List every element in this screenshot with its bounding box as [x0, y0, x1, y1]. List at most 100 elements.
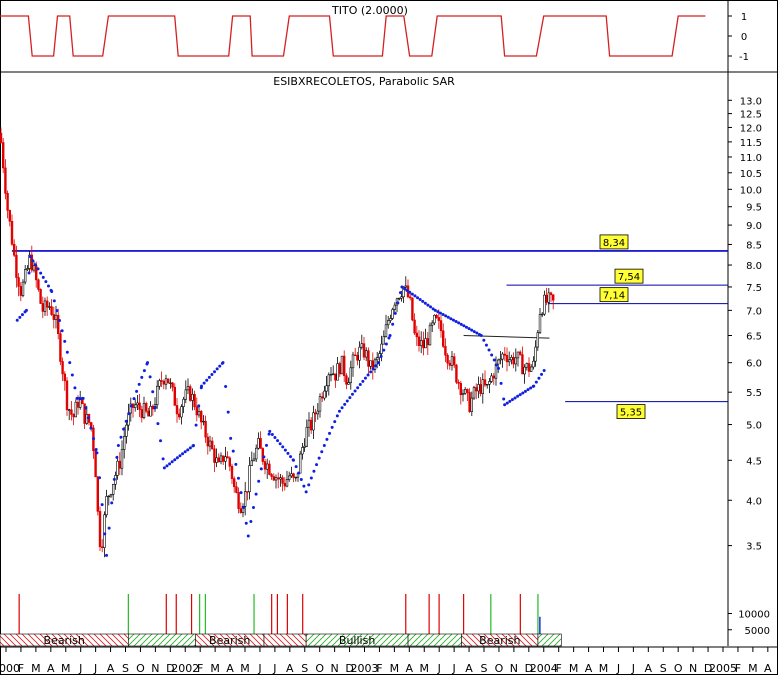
sar-dot	[441, 312, 445, 316]
candle-body	[30, 254, 33, 271]
x-tick-label: A	[764, 662, 772, 675]
candle-body	[0, 132, 3, 143]
candle-body	[411, 297, 414, 321]
candle-body	[386, 320, 390, 326]
candle-body	[105, 496, 108, 516]
candle-body	[450, 356, 454, 366]
sar-dot	[391, 322, 395, 326]
candle-body	[382, 336, 385, 345]
candle-body	[430, 322, 434, 326]
candle-body	[206, 436, 209, 447]
candle-body	[318, 396, 322, 412]
sar-dot	[495, 363, 499, 367]
candle-body	[397, 297, 401, 300]
candle-body	[400, 296, 403, 299]
price-tick-label: 8.0	[746, 261, 762, 272]
candle-body	[540, 313, 544, 316]
candle-body	[213, 448, 216, 463]
sar-dot	[302, 484, 306, 488]
price-tick-label: 10.0	[740, 185, 762, 196]
candle-body	[167, 378, 170, 384]
tito-title: TITO (2.0000)	[331, 4, 408, 17]
trend-band-label: Bullish	[339, 634, 375, 647]
candle-body	[437, 317, 440, 321]
sar-dot	[410, 292, 414, 296]
trend-band	[128, 633, 196, 647]
sar-dot	[103, 532, 107, 536]
level-label-box	[614, 268, 644, 284]
sar-dot	[63, 339, 67, 343]
candle-body	[527, 363, 531, 372]
candle-body	[441, 330, 445, 347]
candle-body	[485, 383, 489, 386]
sar-dot	[363, 376, 367, 380]
sar-dot	[129, 404, 133, 408]
price-tick-label: 8.5	[746, 240, 762, 251]
candle-body	[195, 406, 198, 416]
x-tick-label: J	[452, 662, 456, 675]
sar-dot	[202, 381, 206, 385]
tito-tick-label: -1	[739, 52, 749, 63]
candle-body	[39, 289, 42, 304]
candle-body	[125, 424, 128, 437]
candle-body	[369, 360, 372, 367]
candle-body	[202, 420, 205, 423]
x-tick-label: J	[257, 662, 261, 675]
sar-dot	[345, 399, 349, 403]
candle-body	[305, 426, 308, 447]
x-tick-label: M	[61, 662, 71, 675]
x-tick-label: D	[525, 662, 533, 675]
x-tick-label: J	[78, 662, 82, 675]
price-tick-label: 12.5	[740, 110, 762, 121]
candle-body	[244, 491, 247, 507]
sar-dot	[60, 329, 64, 333]
sar-dot	[267, 432, 271, 436]
x-tick-label: J	[631, 662, 635, 675]
candle-body	[518, 351, 522, 355]
sar-dot	[340, 406, 344, 410]
sar-dot	[369, 370, 373, 374]
sar-dot	[291, 458, 295, 462]
sar-dot	[162, 466, 166, 470]
sar-dot	[33, 263, 37, 267]
candle-body	[175, 405, 179, 415]
candle-body	[145, 403, 148, 412]
candle-body	[274, 477, 278, 481]
price-tick-label: 6.0	[746, 359, 762, 370]
x-tick-label: 2000	[0, 662, 20, 675]
candle-body	[488, 381, 491, 385]
sar-dot	[508, 399, 512, 403]
sar-dot	[107, 526, 111, 530]
sar-dot	[153, 405, 157, 409]
sar-dot	[312, 469, 316, 473]
candle-body	[516, 351, 520, 359]
sar-dot	[52, 299, 56, 303]
candle-body	[276, 477, 280, 480]
x-tick-label: M	[240, 662, 250, 675]
candle-body	[120, 449, 124, 469]
x-tick-label: A	[226, 662, 234, 675]
candle-body	[17, 277, 20, 287]
sar-dot	[487, 348, 491, 352]
candle-body	[224, 456, 227, 462]
sar-dot	[28, 255, 32, 259]
sar-dot	[226, 410, 230, 414]
sar-dot	[75, 396, 79, 400]
sar-dot	[210, 373, 214, 377]
candle-body	[76, 401, 80, 408]
sar-dot	[181, 452, 185, 456]
sar-dot	[396, 301, 400, 305]
candle-body	[479, 384, 482, 394]
candle-body	[329, 374, 333, 376]
tito-line	[0, 15, 706, 57]
candle-body	[323, 390, 326, 399]
price-tick-label: 11.5	[740, 138, 762, 149]
sar-dot	[257, 479, 261, 483]
sar-dot	[197, 404, 201, 408]
trend-band	[263, 633, 307, 647]
level-label-box	[616, 404, 646, 419]
sar-dot	[70, 373, 74, 377]
candle-body	[481, 379, 484, 394]
candle-body	[230, 465, 234, 479]
candle-body	[197, 411, 201, 416]
